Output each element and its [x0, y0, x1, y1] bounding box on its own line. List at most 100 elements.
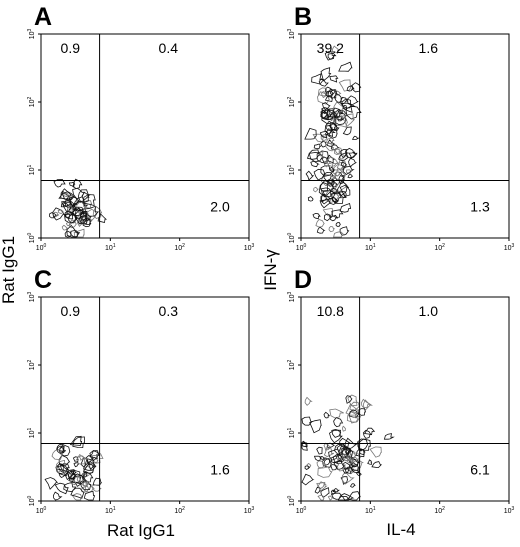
contour-line: [85, 455, 94, 465]
x-axis-title-right: IL-4: [386, 520, 415, 539]
contour-line: [331, 191, 347, 204]
contour-line: [63, 192, 70, 198]
contour-line: [89, 450, 101, 462]
contour-line: [73, 228, 85, 238]
contour-line: [81, 485, 90, 493]
y-tick-label: 103: [27, 291, 36, 302]
contour-line: [319, 199, 331, 209]
y-tick-label: 101: [27, 427, 36, 438]
x-tick-label: 101: [365, 506, 376, 515]
contour-line: [321, 90, 327, 99]
contour-line: [323, 171, 335, 182]
contour-line: [342, 104, 348, 110]
quadrant-lower-right: 2.0: [210, 199, 230, 215]
contour-line: [92, 477, 103, 486]
x-tick-label: 100: [296, 243, 307, 252]
contour-line: [320, 487, 330, 498]
contour-line: [339, 226, 350, 236]
contour-line: [329, 166, 336, 173]
contour-line: [312, 133, 327, 143]
contour-line: [371, 461, 383, 469]
contour-line: [323, 411, 331, 419]
contour-line: [82, 471, 88, 478]
contour-line: [367, 459, 373, 465]
contour-line: [304, 127, 317, 140]
contour-line: [342, 467, 350, 474]
contour-line: [72, 474, 85, 485]
x-tick-label: 101: [105, 506, 116, 515]
x-tick-label: 103: [504, 243, 515, 252]
x-tick-label: 102: [434, 243, 445, 252]
plot-frame: [40, 296, 250, 502]
contour-line: [342, 126, 352, 136]
contour-line: [327, 495, 335, 501]
contour-line: [310, 160, 320, 168]
contour-line: [331, 209, 344, 218]
y-tick-label: 103: [287, 28, 296, 39]
contour-line: [346, 85, 355, 92]
contour-line: [336, 180, 350, 197]
quadrant-lower-right: 1.3: [470, 199, 490, 215]
contour-line: [81, 479, 90, 487]
contour-line: [337, 493, 355, 501]
contour-line: [350, 464, 359, 472]
contour-line: [301, 416, 313, 426]
y-tick-label: 101: [287, 164, 296, 175]
contour-line: [338, 61, 353, 72]
contour-line: [79, 210, 88, 221]
contour-line: [81, 191, 90, 203]
contour-line: [336, 115, 344, 122]
contour-line: [348, 151, 358, 160]
contour-blobs: [304, 45, 362, 238]
contour-line: [330, 464, 338, 471]
contour-line: [73, 461, 79, 468]
x-tick-label: 101: [105, 243, 116, 252]
contour-line: [83, 470, 94, 483]
contour-line: [332, 193, 342, 204]
contour-line: [317, 494, 325, 501]
contour-line: [355, 448, 365, 458]
contour-line: [69, 479, 77, 486]
contour-line: [320, 193, 332, 205]
x-tick-label: 103: [504, 506, 515, 515]
contour-line: [328, 128, 338, 139]
contour-line: [313, 143, 322, 150]
contour-line: [342, 165, 355, 176]
contour-line: [84, 205, 100, 217]
contour-line: [336, 443, 353, 459]
y-axis-title-right: IFN-γ: [261, 249, 280, 291]
contour-line: [72, 206, 86, 217]
contour-line: [80, 456, 90, 468]
contour-line: [316, 226, 326, 234]
contour-line: [52, 207, 66, 221]
contour-line: [60, 188, 73, 200]
contour-line: [317, 466, 333, 478]
contour-line: [320, 140, 328, 148]
quadrant-upper-left: 0.9: [61, 303, 81, 319]
contour-line: [74, 454, 88, 465]
contour-line: [345, 403, 360, 416]
panel-letter-d: D: [294, 266, 312, 294]
contour-line: [357, 438, 371, 451]
contour-line: [68, 471, 77, 479]
contour-line: [320, 109, 333, 120]
contour-line: [60, 202, 70, 208]
contour-line: [68, 213, 78, 224]
contour-line: [341, 471, 355, 485]
contour-line: [304, 396, 313, 406]
contour-line: [340, 476, 349, 485]
contour-line: [72, 178, 83, 189]
contour-line: [349, 452, 362, 463]
contour-line: [320, 111, 329, 121]
y-tick-label: 102: [287, 96, 296, 107]
contour-line: [78, 209, 90, 225]
contour-line: [341, 453, 348, 460]
contour-line: [345, 395, 353, 404]
quadrant-upper-right: 0.4: [159, 40, 179, 56]
y-tick-label: 100: [287, 232, 296, 243]
contour-line: [83, 465, 95, 477]
contour-line: [83, 490, 96, 501]
contour-line: [341, 495, 350, 501]
contour-line: [325, 90, 334, 98]
